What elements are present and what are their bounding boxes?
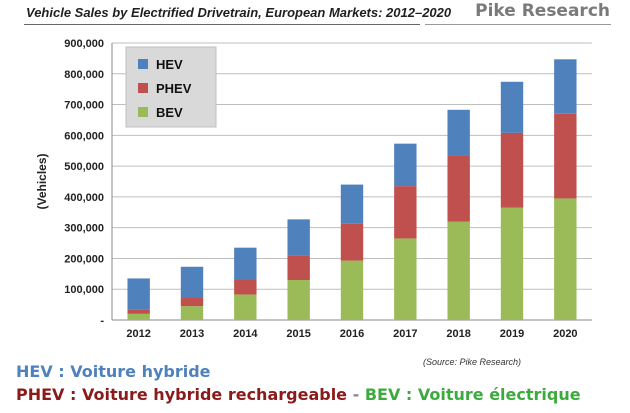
x-tick-label: 2017 <box>393 328 417 340</box>
legend-swatch-phev <box>138 83 148 93</box>
y-axis-label: (Vehicles) <box>35 153 49 209</box>
source-note: (Source: Pike Research) <box>423 357 522 367</box>
bar-hev-2013 <box>180 266 204 298</box>
bar-bev-2015 <box>287 279 310 320</box>
bar-phev-2016 <box>340 223 364 261</box>
x-tick-label: 2020 <box>553 328 577 340</box>
x-tick-label: 2013 <box>180 328 204 340</box>
y-tick-label: 900,000 <box>64 38 104 50</box>
legend-swatch-hev <box>138 59 148 69</box>
bar-bev-2017 <box>394 238 417 320</box>
x-tick-label: 2015 <box>286 328 310 340</box>
y-tick-label: 800,000 <box>64 69 104 81</box>
bar-hev-2016 <box>340 184 364 224</box>
bar-bev-2014 <box>234 294 257 320</box>
bar-phev-2019 <box>500 132 524 208</box>
bar-phev-2012 <box>127 309 150 314</box>
bar-bev-2018 <box>447 221 470 320</box>
y-tick-label: - <box>100 315 104 327</box>
bar-bev-2019 <box>500 207 524 320</box>
footer-separator: - <box>347 385 365 404</box>
bar-bev-2020 <box>554 198 577 320</box>
bar-phev-2017 <box>394 186 417 239</box>
y-tick-label: 300,000 <box>64 223 104 235</box>
bar-bev-2016 <box>340 260 364 320</box>
legend-swatch-bev <box>138 107 148 117</box>
bar-phev-2013 <box>180 297 204 307</box>
y-tick-label: 700,000 <box>64 100 104 112</box>
x-tick-label: 2016 <box>340 328 364 340</box>
footer-bev-text: BEV : Voiture électrique <box>364 385 581 404</box>
bar-bev-2013 <box>180 306 204 320</box>
chart-title: Vehicle Sales by Electrified Drivetrain,… <box>26 5 452 20</box>
footer-phev-text: PHEV : Voiture hybride rechargeable <box>16 385 348 404</box>
y-tick-label: 500,000 <box>64 161 104 173</box>
bar-bev-2012 <box>127 313 150 320</box>
legend-label-phev: PHEV <box>156 81 192 96</box>
bar-hev-2020 <box>554 59 577 114</box>
brand-underline <box>425 24 611 25</box>
bar-phev-2015 <box>287 255 310 280</box>
bar-hev-2019 <box>500 81 524 133</box>
bar-phev-2020 <box>554 113 577 199</box>
bar-hev-2015 <box>287 219 310 256</box>
y-tick-label: 100,000 <box>64 284 104 296</box>
footer-hev-text: HEV : Voiture hybride <box>16 362 211 381</box>
x-tick-label: 2014 <box>233 328 258 340</box>
brand-label: Pike Research <box>475 1 610 21</box>
legend-label-hev: HEV <box>156 57 183 72</box>
stacked-bar-chart: - 100,000 200,000 300,000 400,000 500,000 600,… <box>35 38 592 340</box>
title-underline <box>24 24 420 25</box>
y-tick-label: 400,000 <box>64 192 104 204</box>
legend-label-bev: BEV <box>156 105 183 120</box>
bar-hev-2014 <box>234 247 257 280</box>
bar-phev-2014 <box>234 279 257 295</box>
footer-legend-hev: HEV : Voiture hybride <box>16 362 211 381</box>
y-tick-label: 200,000 <box>64 253 104 265</box>
bar-hev-2012 <box>127 278 150 310</box>
bar-hev-2017 <box>394 143 417 187</box>
x-tick-label: 2018 <box>446 328 470 340</box>
footer-legend-phev-bev: PHEV : Voiture hybride rechargeable - BE… <box>16 385 581 404</box>
x-tick-label: 2012 <box>126 328 150 340</box>
x-tick-label: 2019 <box>500 328 524 340</box>
bar-hev-2018 <box>447 109 470 156</box>
bar-phev-2018 <box>447 155 470 222</box>
y-tick-label: 600,000 <box>64 130 104 142</box>
